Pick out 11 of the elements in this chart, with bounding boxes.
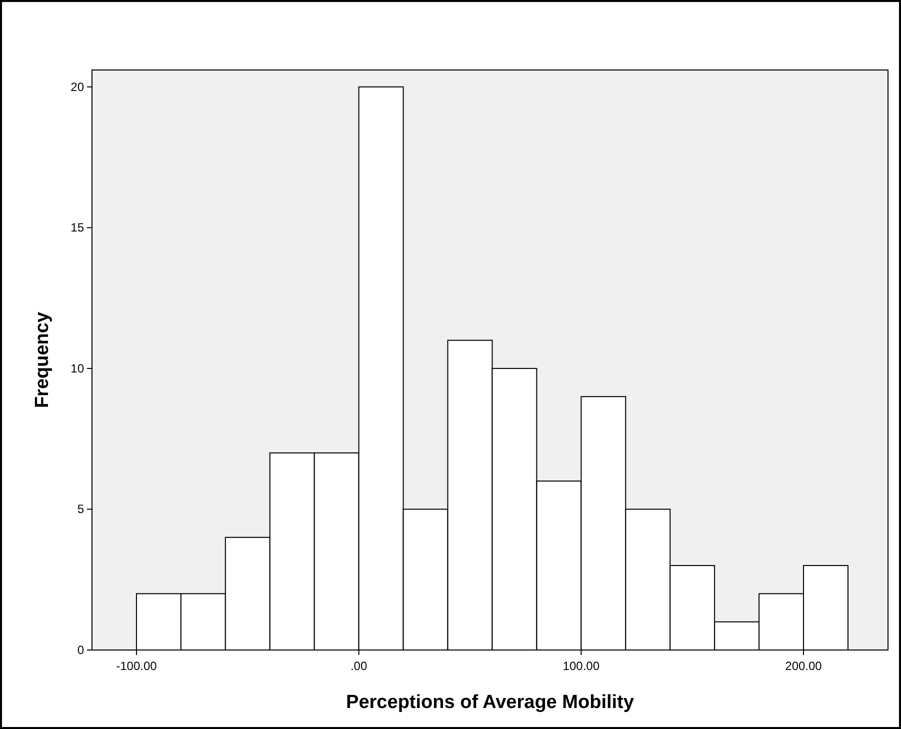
y-tick-label: 10 <box>70 361 84 376</box>
x-tick-label: 200.00 <box>785 659 822 673</box>
y-axis-title: Frequency <box>32 312 53 408</box>
y-tick-label: 20 <box>70 80 84 94</box>
x-tick-label: .00 <box>350 659 368 673</box>
x-tick-label: -100.00 <box>116 659 158 673</box>
y-tick-label: 0 <box>77 643 84 657</box>
x-tick-label: 100.00 <box>562 659 600 673</box>
y-tick-label: 15 <box>70 220 84 235</box>
y-tick-label: 5 <box>77 502 84 516</box>
x-axis-title: Perceptions of Average Mobility <box>346 692 634 713</box>
